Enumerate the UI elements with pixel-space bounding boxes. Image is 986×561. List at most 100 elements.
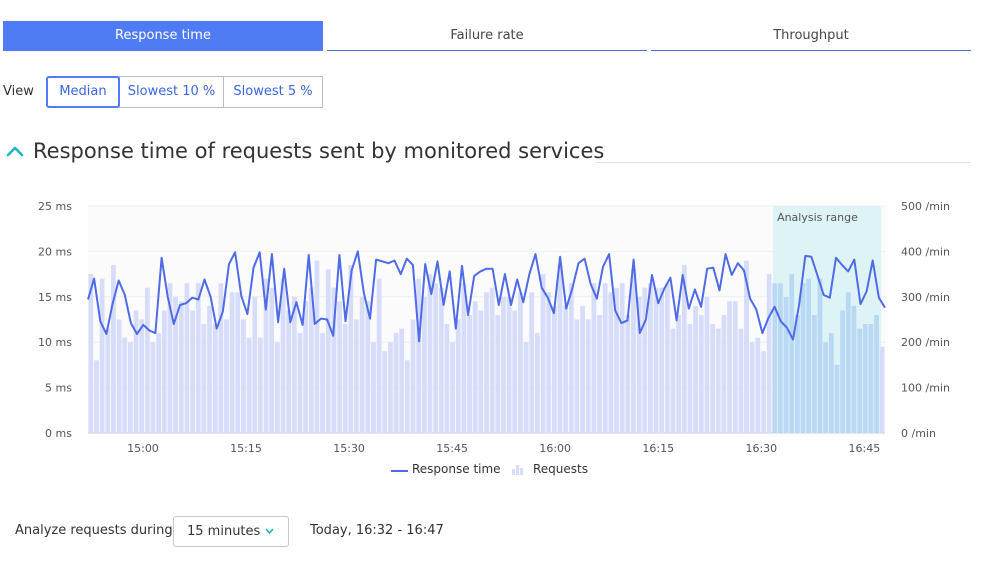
request-bar xyxy=(817,278,823,433)
request-bar xyxy=(608,292,614,433)
request-bar xyxy=(806,278,812,433)
request-bar xyxy=(325,269,331,433)
request-bar xyxy=(99,278,105,433)
requests-bars xyxy=(88,260,885,433)
request-bar xyxy=(642,287,648,433)
request-bar xyxy=(128,342,133,433)
request-bar xyxy=(823,342,829,433)
analyze-label: Analyze requests during xyxy=(15,523,173,538)
request-bar xyxy=(693,305,699,433)
request-bar xyxy=(410,319,416,433)
request-bar xyxy=(122,337,128,433)
request-bar xyxy=(857,328,862,433)
request-bar xyxy=(732,301,738,433)
legend-requests[interactable]: Requests xyxy=(533,462,588,476)
request-bar xyxy=(715,328,721,433)
request-bar xyxy=(354,319,359,433)
request-bar xyxy=(811,314,817,433)
request-bar xyxy=(749,342,755,433)
request-bar xyxy=(382,351,388,433)
request-bar xyxy=(269,287,275,433)
view-median-button[interactable]: Median xyxy=(46,76,120,108)
request-bar xyxy=(455,319,461,433)
y-left-tick-label: 15 ms xyxy=(38,291,72,304)
y-axis-left: 0 ms 5 ms 10 ms 15 ms 20 ms 25 ms xyxy=(38,200,72,440)
request-bar xyxy=(738,328,744,433)
request-bar xyxy=(518,292,523,433)
y-right-tick-label: 500 /min xyxy=(901,200,950,213)
request-bar xyxy=(800,283,806,433)
tab-throughput[interactable]: Throughput xyxy=(651,21,971,51)
request-bar xyxy=(840,310,845,433)
tab-response-time[interactable]: Response time xyxy=(3,21,323,51)
x-tick-label: 15:30 xyxy=(333,442,365,455)
request-bar xyxy=(574,319,580,433)
tab-failure-rate[interactable]: Failure rate xyxy=(327,21,647,51)
request-bar xyxy=(274,342,280,433)
x-tick-label: 16:30 xyxy=(745,442,777,455)
request-bar xyxy=(602,283,608,433)
request-bar xyxy=(585,319,591,433)
request-bar xyxy=(489,287,495,433)
request-bar xyxy=(173,296,178,433)
request-bar xyxy=(551,305,557,433)
view-slowest-10-button[interactable]: Slowest 10 % xyxy=(119,76,224,108)
request-bar xyxy=(795,314,800,433)
y-axis-right: 0 /min 100 /min 200 /min 300 /min 400 /min 50… xyxy=(901,200,950,440)
request-bar xyxy=(512,310,518,433)
request-bar xyxy=(161,310,167,433)
request-bar xyxy=(597,314,602,433)
request-bar xyxy=(580,305,585,433)
request-bar xyxy=(342,324,348,433)
view-label: View xyxy=(3,84,34,99)
legend-bars-icon xyxy=(512,465,523,475)
request-bar xyxy=(201,324,207,433)
request-bar xyxy=(280,278,286,433)
section-divider xyxy=(596,162,971,163)
request-bar xyxy=(207,305,212,433)
section-title: Response time of requests sent by monito… xyxy=(33,139,605,163)
chevron-down-icon xyxy=(265,528,274,534)
request-bar xyxy=(676,314,682,433)
duration-select[interactable]: 15 minutes xyxy=(173,516,289,547)
y-left-tick-label: 0 ms xyxy=(45,427,72,440)
request-bar xyxy=(523,342,529,433)
request-bar xyxy=(698,314,704,433)
request-bar xyxy=(879,346,885,433)
request-bar xyxy=(546,292,552,433)
legend-response-time[interactable]: Response time xyxy=(412,462,501,476)
request-bar xyxy=(874,314,879,433)
request-bar xyxy=(461,283,467,433)
response-time-chart: Analysis range 0 ms 5 ms 10 ms 15 ms 20 ms 25… xyxy=(38,200,950,455)
request-bar xyxy=(331,287,337,433)
request-bar xyxy=(156,333,162,433)
request-bar xyxy=(636,296,642,433)
request-bar xyxy=(659,287,665,433)
x-axis: 15:00 15:15 15:30 15:45 16:00 16:15 16:30 16:45 xyxy=(127,442,880,455)
request-bar xyxy=(568,283,574,433)
x-tick-label: 15:00 xyxy=(127,442,159,455)
request-bar xyxy=(501,296,506,433)
request-bar xyxy=(710,324,715,433)
request-bar xyxy=(144,287,150,433)
view-slowest-5-button[interactable]: Slowest 5 % xyxy=(223,76,323,108)
request-bar xyxy=(625,314,631,433)
request-bar xyxy=(653,287,659,433)
y-left-tick-label: 5 ms xyxy=(45,382,72,395)
request-bar xyxy=(591,283,597,433)
chevron-up-icon[interactable] xyxy=(6,145,24,157)
y-right-tick-label: 200 /min xyxy=(901,336,950,349)
request-bar xyxy=(365,301,371,433)
request-bar xyxy=(744,260,749,433)
request-bar xyxy=(359,296,365,433)
request-bar xyxy=(427,274,433,433)
y-left-tick-label: 20 ms xyxy=(38,245,72,258)
request-bar xyxy=(614,287,619,433)
request-bar xyxy=(438,287,444,433)
request-bar xyxy=(133,310,139,433)
request-bar xyxy=(178,301,184,433)
request-bar xyxy=(783,296,789,433)
y-left-tick-label: 25 ms xyxy=(38,200,72,213)
request-bar xyxy=(111,265,116,433)
request-bar xyxy=(246,337,252,433)
